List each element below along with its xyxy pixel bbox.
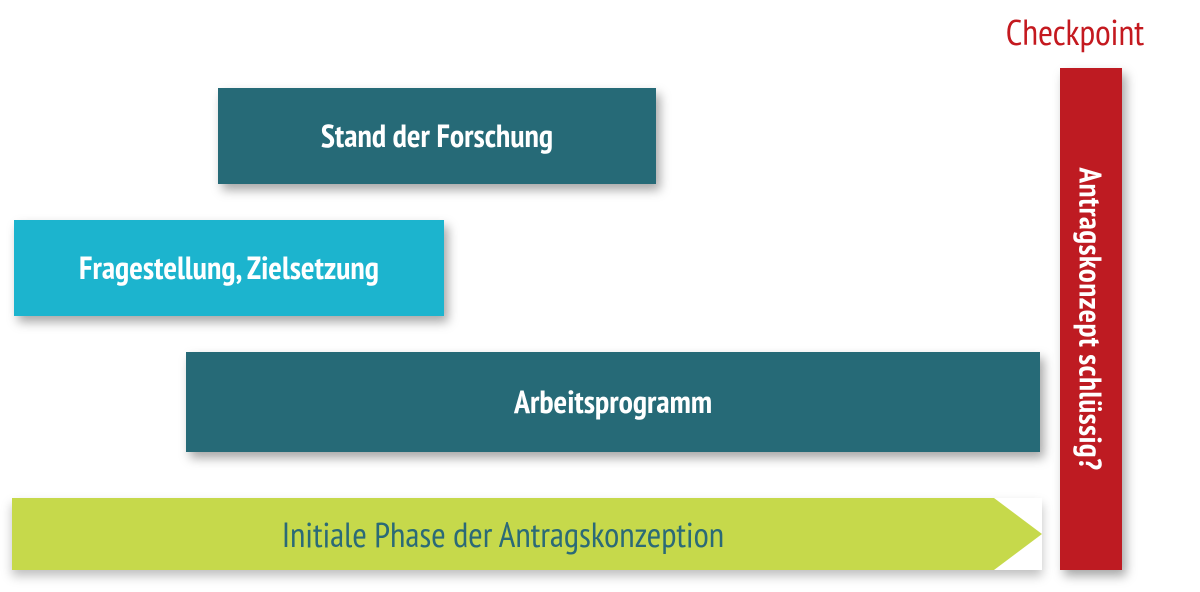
box-fragestellung-zielsetzung: Fragestellung, Zielsetzung [14, 220, 444, 316]
phase-arrow: Initiale Phase der Antragskonzeption [12, 498, 1042, 570]
phase-arrow-label: Initiale Phase der Antragskonzeption [12, 498, 994, 570]
box-stand-der-forschung: Stand der Forschung [218, 88, 656, 184]
checkpoint-bar-text: Antragskonzept schlüssig? [1071, 167, 1112, 470]
checkpoint-label: Checkpoint [960, 8, 1190, 55]
diagram-stage: Checkpoint Antragskonzept schlüssig? Sta… [0, 0, 1200, 592]
checkpoint-bar: Antragskonzept schlüssig? [1060, 68, 1122, 570]
phase-arrow-head-icon [994, 498, 1042, 570]
box-arbeitsprogramm: Arbeitsprogramm [186, 352, 1040, 452]
